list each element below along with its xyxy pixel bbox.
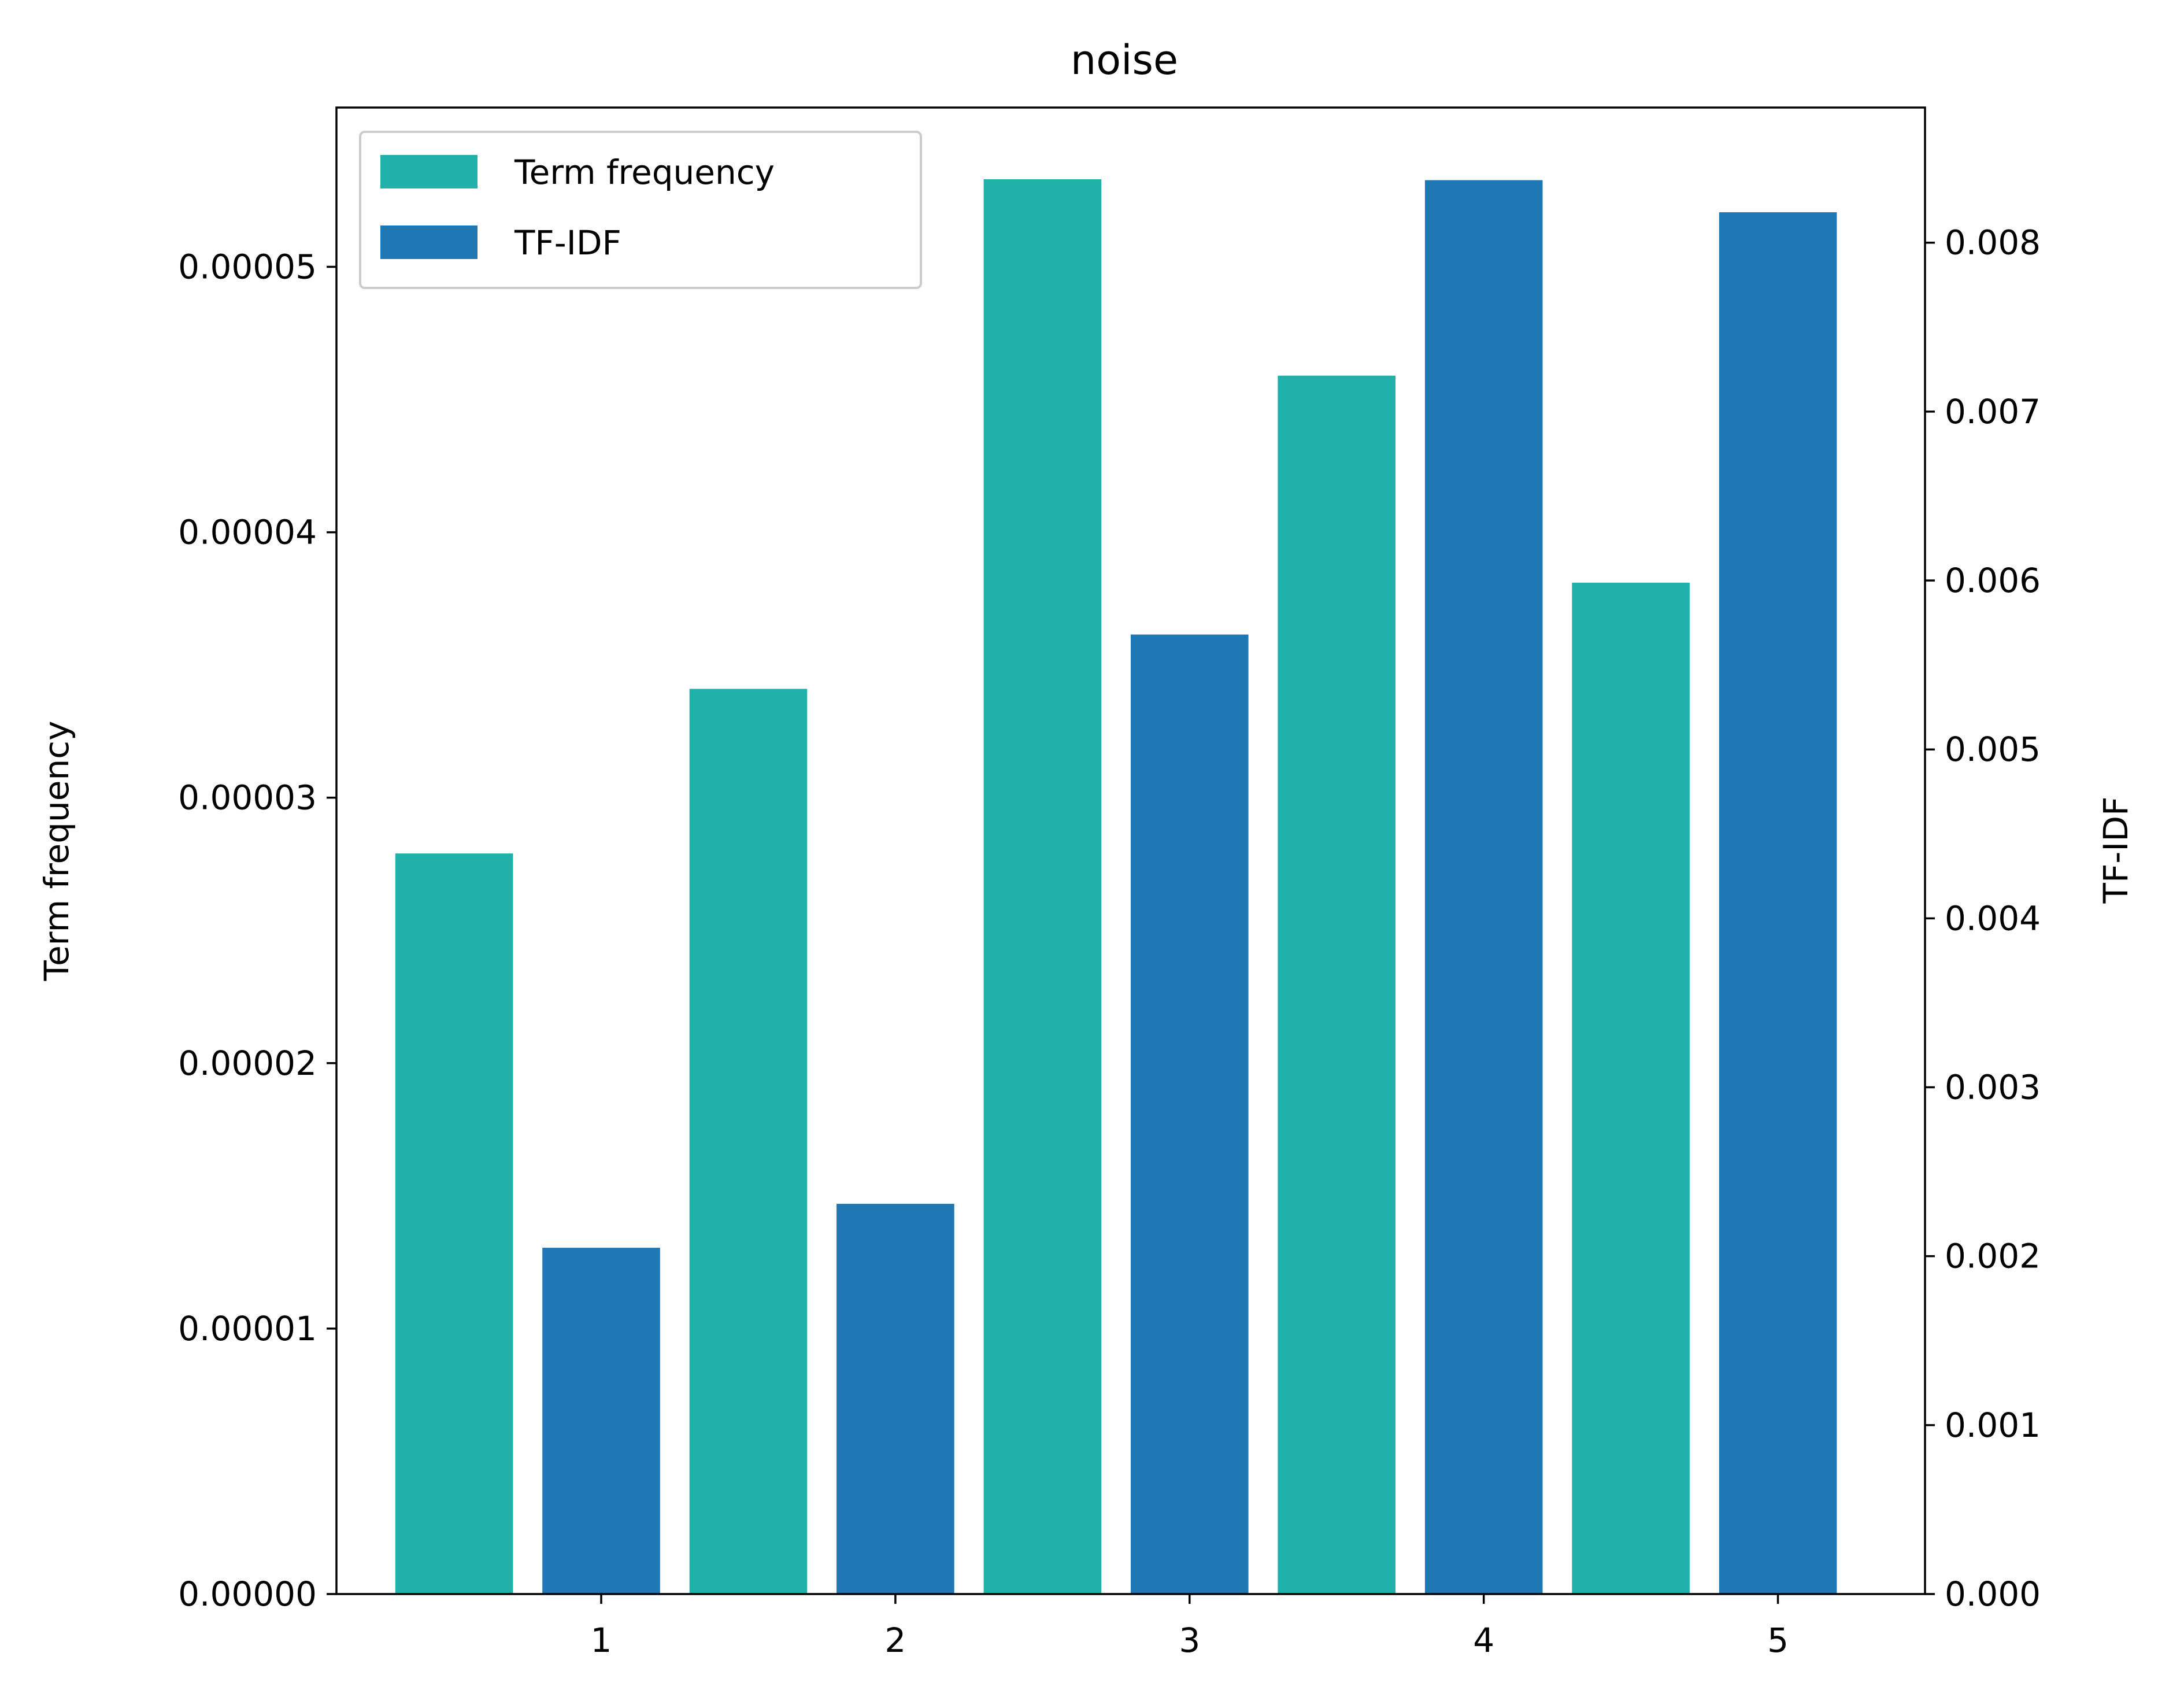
left-tick-label: 0.00001 <box>178 1309 317 1348</box>
x-axis: 1 2 3 4 5 <box>591 1594 1789 1660</box>
bar-tf-idf-2 <box>836 1204 954 1594</box>
x-tick-label: 3 <box>1179 1621 1200 1660</box>
x-tick-label: 2 <box>884 1621 906 1660</box>
bar-term-frequency-1 <box>395 853 513 1594</box>
legend-box <box>359 131 922 289</box>
left-axis-title: Term frequency <box>37 721 76 982</box>
bar-tf-idf-3 <box>1131 634 1249 1594</box>
right-tick-label: 0.004 <box>1945 898 2041 938</box>
right-axis-title: TF-IDF <box>2096 797 2135 904</box>
left-y-axis: 0.00000 0.00001 0.00002 0.00003 0.00004 0.000… <box>178 247 336 1614</box>
x-tick-label: 1 <box>591 1621 612 1660</box>
left-tick-label: 0.00004 <box>178 513 317 552</box>
bar-term-frequency-5 <box>1572 582 1690 1594</box>
left-tick-label: 0.00005 <box>178 247 317 286</box>
bar-term-frequency-2 <box>689 689 808 1594</box>
right-tick-label: 0.003 <box>1945 1068 2041 1107</box>
bars-group <box>395 179 1837 1595</box>
right-tick-label: 0.008 <box>1945 223 2041 262</box>
chart-title: noise <box>1071 36 1178 84</box>
bar-term-frequency-3 <box>983 179 1102 1594</box>
plot-frame <box>335 106 1926 1595</box>
legend: Term frequency TF-IDF <box>359 131 922 289</box>
left-tick-label: 0.00000 <box>178 1574 317 1614</box>
legend-label-tf-idf: TF-IDF <box>514 223 621 262</box>
legend-swatch-term-frequency <box>380 155 477 188</box>
right-tick-label: 0.006 <box>1945 561 2041 600</box>
x-tick-label: 5 <box>1767 1621 1789 1660</box>
bar-tf-idf-4 <box>1424 180 1543 1594</box>
right-tick-label: 0.001 <box>1945 1406 2041 1445</box>
legend-swatch-tf-idf <box>380 225 477 259</box>
right-y-axis: 0.000 0.001 0.002 0.003 0.004 0.005 0.006 0.007… <box>1925 223 2041 1614</box>
bar-term-frequency-4 <box>1278 375 1395 1595</box>
right-tick-label: 0.005 <box>1945 730 2041 769</box>
bar-tf-idf-5 <box>1719 212 1837 1594</box>
left-tick-label: 0.00003 <box>178 778 317 818</box>
legend-label-term-frequency: Term frequency <box>514 153 775 192</box>
x-tick-label: 4 <box>1473 1621 1494 1660</box>
right-tick-label: 0.002 <box>1945 1237 2041 1276</box>
bar-tf-idf-1 <box>542 1248 660 1594</box>
right-tick-label: 0.007 <box>1945 392 2041 431</box>
left-tick-label: 0.00002 <box>178 1044 317 1083</box>
right-tick-label: 0.000 <box>1945 1574 2041 1614</box>
